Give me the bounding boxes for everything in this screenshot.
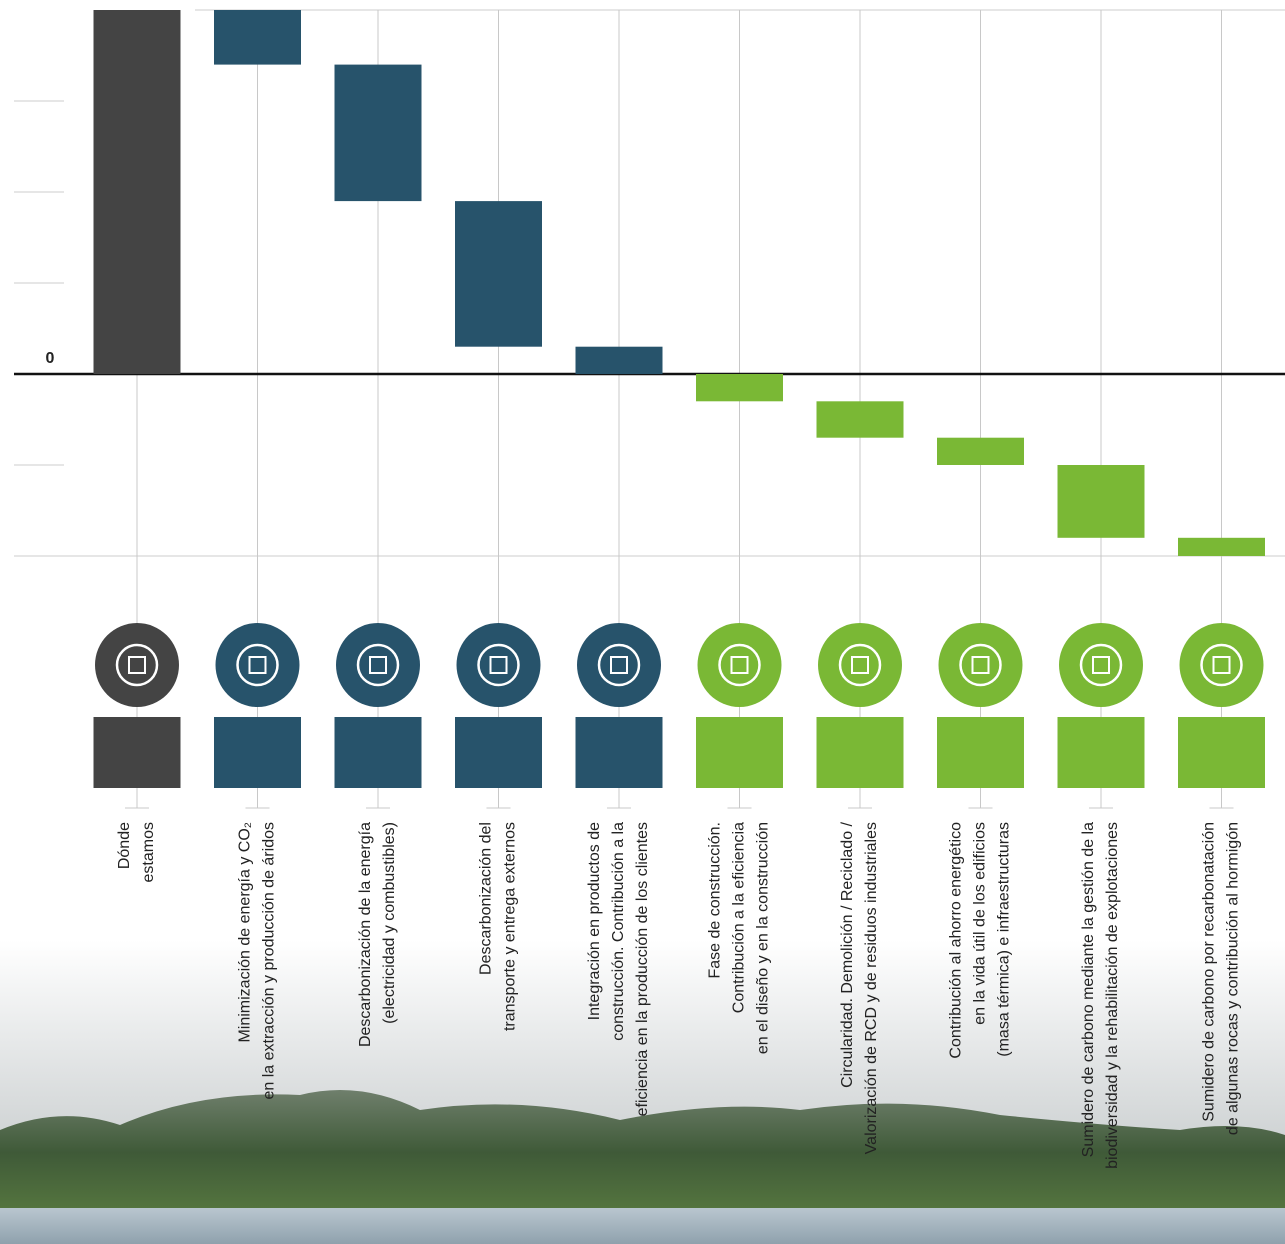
icon-ring xyxy=(959,643,1002,687)
icon-circle xyxy=(938,623,1023,707)
category-block xyxy=(696,717,783,788)
icon-circle xyxy=(336,623,420,707)
category-label: Descarbonización de la energía xyxy=(357,822,374,1047)
category-label: Descarbonización del xyxy=(478,822,495,975)
category-icon xyxy=(818,623,902,707)
category-block xyxy=(334,717,422,788)
icon-circle xyxy=(697,623,782,707)
bar xyxy=(93,10,181,374)
category-label: transporte y entrega externos xyxy=(502,822,519,1031)
bar xyxy=(1057,465,1145,538)
bar xyxy=(334,64,422,202)
icon-glyph xyxy=(489,656,508,674)
category-block xyxy=(816,717,904,788)
icon-glyph xyxy=(971,656,990,674)
category-label: Integración en productos de xyxy=(586,822,603,1020)
bar xyxy=(1178,537,1265,556)
icon-circle xyxy=(215,623,300,707)
background-scene xyxy=(0,940,1285,1244)
icon-ring xyxy=(718,643,761,687)
category-block xyxy=(93,717,181,788)
category-label: Fase de construcción. xyxy=(707,822,724,979)
category-icon xyxy=(95,623,179,707)
category-icon xyxy=(1179,623,1264,707)
icon-ring xyxy=(356,643,400,687)
category-label: Valorización de RCD y de residuos indust… xyxy=(863,822,880,1154)
icon-ring xyxy=(477,643,520,687)
bar xyxy=(937,437,1024,465)
category-icon xyxy=(456,623,541,707)
category-label: (masa térmica) e infraestructuras xyxy=(996,822,1013,1057)
category-label: estamos xyxy=(140,822,157,882)
category-block xyxy=(575,717,663,788)
icon-ring xyxy=(1200,643,1243,687)
bar xyxy=(816,401,904,438)
icon-glyph xyxy=(730,656,749,674)
icon-ring xyxy=(236,643,279,687)
category-label: construcción. Contribución a la xyxy=(610,822,627,1041)
bar xyxy=(214,10,301,65)
category-block xyxy=(1057,717,1145,788)
category-icon xyxy=(577,623,661,707)
category-label: Circularidad. Demolición / Reciclado / xyxy=(839,821,856,1087)
icon-circle xyxy=(95,623,179,707)
bar xyxy=(455,201,542,347)
y-tick-label: 0 xyxy=(46,350,55,367)
category-block xyxy=(214,717,301,788)
category-label: Contribución al ahorro energético xyxy=(948,822,965,1059)
category-label: (electricidad y combustibles) xyxy=(381,822,398,1024)
category-label: en el diseño y en la construcción xyxy=(755,822,772,1054)
icon-ring xyxy=(597,643,641,687)
icon-ring xyxy=(115,643,159,687)
icon-circle xyxy=(456,623,541,707)
icon-circle xyxy=(818,623,902,707)
category-label: Sumidero de carbono por recarbonatación xyxy=(1201,822,1218,1122)
category-label: Sumidero de carbono mediante la gestión … xyxy=(1080,822,1097,1157)
category-block xyxy=(1178,717,1265,788)
category-label: Minimización de energía y CO₂ xyxy=(237,822,254,1043)
category-block xyxy=(937,717,1024,788)
icon-ring xyxy=(1079,643,1123,687)
category-label: eficiencia en la producción de los clien… xyxy=(634,822,651,1116)
icon-glyph xyxy=(369,656,387,674)
icon-ring xyxy=(838,643,882,687)
category-icon xyxy=(336,623,420,707)
icon-circle xyxy=(1179,623,1264,707)
category-icon xyxy=(1059,623,1143,707)
category-label: en la extracción y producción de áridos xyxy=(261,822,278,1100)
icon-glyph xyxy=(128,656,146,674)
icon-glyph xyxy=(610,656,628,674)
category-label: de algunas rocas y contribución al hormi… xyxy=(1225,822,1242,1135)
icon-circle xyxy=(577,623,661,707)
bar xyxy=(575,346,663,374)
icon-circle xyxy=(1059,623,1143,707)
icon-glyph xyxy=(248,656,267,674)
category-icon xyxy=(215,623,300,707)
icon-glyph xyxy=(851,656,869,674)
bar xyxy=(696,374,783,402)
category-icon xyxy=(697,623,782,707)
category-label: en la vida útil de los edificios xyxy=(972,822,989,1025)
icon-glyph xyxy=(1212,656,1231,674)
icon-glyph xyxy=(1092,656,1110,674)
category-label: Dónde xyxy=(116,822,133,869)
category-label: biodiversidad y la rehabilitación de exp… xyxy=(1104,822,1121,1169)
category-icon xyxy=(938,623,1023,707)
category-label: Contribución a la eficiencia xyxy=(731,822,748,1013)
category-block xyxy=(455,717,542,788)
